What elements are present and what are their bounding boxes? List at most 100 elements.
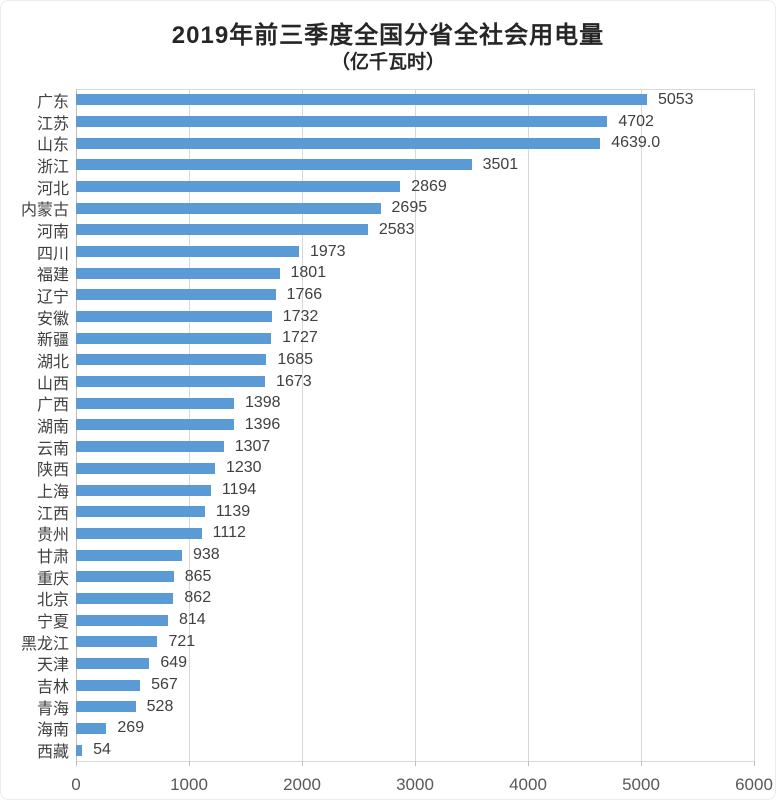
bar-row: 西藏 54 [1,739,775,762]
category-label: 西藏 [36,744,69,762]
bar-row: 黑龙江 721 [1,631,775,653]
category-label: 广西 [36,397,69,415]
gridline [754,89,755,761]
value-label: 1230 [225,459,262,477]
value-label: 4702 [618,112,654,130]
bar-row: 上海 1194 [1,479,775,502]
value-label: 528 [146,697,174,715]
x-tick-label: 3000 [396,775,434,794]
x-tick-mark [641,761,642,766]
bar [76,636,158,648]
x-tick-label: 6000 [735,775,773,794]
category-label: 陕西 [36,462,69,480]
category-label: 青海 [36,700,69,718]
value-label: 1766 [286,285,323,303]
category-label: 新疆 [36,332,69,350]
bar [76,202,381,214]
bar-row: 山东 4639.0 [1,132,775,155]
category-label: 北京 [36,592,69,610]
value-label: 4639.0 [611,134,661,152]
bar [76,571,174,583]
bar-row: 宁夏 814 [1,609,775,632]
bar [76,419,234,431]
bar-row: 江苏 4702 [1,111,775,133]
bar-row: 北京 862 [1,588,775,610]
category-label: 上海 [36,484,69,502]
bar [76,267,280,279]
bar-row: 湖北 1685 [1,349,775,371]
bar [76,592,174,604]
category-label: 黑龙江 [20,635,69,653]
bar-row: 新疆 1727 [1,327,775,350]
category-label: 甘肃 [36,549,69,567]
bar [76,527,202,539]
bar [76,116,608,127]
bar [76,246,299,258]
bar [76,679,141,691]
bar-row: 河南 2583 [1,219,775,241]
bar [76,397,234,409]
bar-row: 广东 5053 [1,89,775,111]
value-label: 1973 [309,242,346,260]
category-label: 河北 [36,180,69,198]
x-tick-label: 1000 [170,775,208,794]
bar [76,657,150,669]
x-tick-mark [754,761,755,766]
value-label: 1396 [244,415,281,433]
value-label: 2583 [378,220,415,238]
category-label: 重庆 [36,570,69,588]
bar [76,332,272,344]
bar [76,722,107,734]
bar-row: 吉林 567 [1,674,775,696]
value-label: 865 [184,567,212,585]
bar-row: 辽宁 1766 [1,284,775,306]
bar [76,614,168,626]
value-label: 3501 [482,155,519,173]
bar [76,484,211,496]
x-tick-mark [415,761,416,766]
bar [76,311,272,323]
value-label: 649 [160,654,188,672]
category-label: 宁夏 [36,614,69,632]
bar [76,289,276,301]
value-label: 1727 [282,329,318,347]
x-tick-mark [528,761,529,766]
value-label: 567 [151,676,178,694]
category-label: 贵州 [36,527,69,545]
bar-row: 青海 528 [1,696,775,718]
bar [76,701,136,713]
bar-row: 浙江 3501 [1,154,775,176]
category-label: 安徽 [36,310,69,328]
bar [76,159,472,171]
category-label: 云南 [36,440,69,458]
bar-row: 陕西 1230 [1,458,775,480]
category-label: 江苏 [36,115,69,133]
bar-row: 贵州 1112 [1,523,775,545]
category-label: 山东 [36,137,69,155]
value-label: 938 [192,546,220,564]
category-label: 河南 [36,223,69,241]
bar [76,354,267,366]
value-label: 5053 [657,90,694,108]
category-label: 浙江 [36,158,69,176]
x-tick-label: 5000 [622,775,660,794]
category-label: 海南 [36,722,69,740]
bar [76,506,205,518]
x-tick-mark [302,761,303,766]
bar-row: 河北 2869 [1,176,775,198]
bar-row: 甘肃 938 [1,544,775,567]
x-tick-label: 2000 [283,775,321,794]
plot-area: 0 1000 2000 3000 4000 5000 6000 广东 5053 江苏 4702 山东… [1,89,775,794]
value-label: 2695 [391,199,428,217]
category-label: 福建 [36,267,69,285]
value-label: 2869 [411,177,447,195]
gridline [302,89,303,761]
bar-row: 湖南 1396 [1,414,775,436]
bar [76,94,647,106]
category-label: 广东 [36,93,69,111]
value-label: 1398 [244,394,281,412]
category-label: 湖南 [36,419,69,436]
bar [76,441,224,453]
category-label: 四川 [36,245,69,263]
